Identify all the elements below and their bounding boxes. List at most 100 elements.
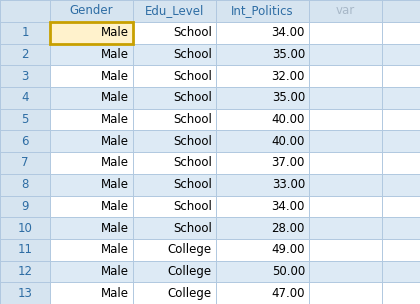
Bar [382, 130, 420, 152]
Bar [133, 130, 216, 152]
Bar [382, 152, 420, 174]
Bar [133, 44, 216, 65]
Bar [309, 195, 382, 217]
Text: 3: 3 [21, 70, 29, 83]
Text: College: College [168, 287, 212, 300]
Text: School: School [173, 26, 212, 39]
Bar [0, 44, 50, 65]
Bar [0, 239, 50, 261]
Bar [0, 261, 50, 282]
Bar [216, 22, 309, 44]
Bar [133, 65, 216, 87]
Bar [133, 239, 216, 261]
Text: 34.00: 34.00 [272, 200, 305, 213]
Bar [50, 22, 133, 44]
Bar [309, 217, 382, 239]
Bar [0, 87, 50, 109]
Bar [133, 0, 216, 22]
Text: Male: Male [101, 26, 129, 39]
Text: 40.00: 40.00 [272, 113, 305, 126]
Bar [133, 152, 216, 174]
Text: School: School [173, 178, 212, 191]
Bar [309, 44, 382, 65]
Text: 47.00: 47.00 [271, 287, 305, 300]
Bar [382, 44, 420, 65]
Bar [133, 22, 216, 44]
Bar [309, 152, 382, 174]
Bar [50, 109, 133, 130]
Bar [0, 174, 50, 195]
Bar [133, 87, 216, 109]
Text: Male: Male [101, 113, 129, 126]
Bar [50, 87, 133, 109]
Bar [382, 239, 420, 261]
Bar [309, 130, 382, 152]
Text: Male: Male [101, 135, 129, 148]
Bar [50, 282, 133, 304]
Bar [309, 22, 382, 44]
Bar [50, 195, 133, 217]
Bar [50, 0, 133, 22]
Text: Male: Male [101, 265, 129, 278]
Text: 4: 4 [21, 92, 29, 104]
Text: 1: 1 [21, 26, 29, 39]
Bar [133, 261, 216, 282]
Bar [309, 261, 382, 282]
Bar [216, 239, 309, 261]
Text: 34.00: 34.00 [272, 26, 305, 39]
Bar [216, 195, 309, 217]
Text: 8: 8 [21, 178, 29, 191]
Text: Male: Male [101, 48, 129, 61]
Bar [382, 87, 420, 109]
Bar [216, 217, 309, 239]
Text: var: var [336, 5, 355, 18]
Text: 33.00: 33.00 [272, 178, 305, 191]
Bar [50, 152, 133, 174]
Bar [309, 0, 382, 22]
Bar [50, 261, 133, 282]
Text: Int_Politics: Int_Politics [231, 5, 294, 18]
Bar [50, 22, 133, 44]
Text: Edu_Level: Edu_Level [145, 5, 204, 18]
Bar [382, 0, 420, 22]
Text: Gender: Gender [70, 5, 113, 18]
Text: Male: Male [101, 222, 129, 235]
Text: 13: 13 [18, 287, 32, 300]
Bar [0, 130, 50, 152]
Bar [309, 282, 382, 304]
Bar [50, 65, 133, 87]
Bar [216, 152, 309, 174]
Text: School: School [173, 70, 212, 83]
Text: 35.00: 35.00 [272, 92, 305, 104]
Text: Male: Male [101, 92, 129, 104]
Text: 10: 10 [18, 222, 32, 235]
Text: School: School [173, 222, 212, 235]
Text: 37.00: 37.00 [272, 157, 305, 170]
Text: Male: Male [101, 157, 129, 170]
Bar [382, 217, 420, 239]
Bar [216, 261, 309, 282]
Text: College: College [168, 265, 212, 278]
Bar [0, 195, 50, 217]
Bar [0, 22, 50, 44]
Bar [50, 174, 133, 195]
Text: School: School [173, 135, 212, 148]
Text: Male: Male [101, 287, 129, 300]
Text: 12: 12 [18, 265, 32, 278]
Bar [309, 65, 382, 87]
Text: School: School [173, 157, 212, 170]
Text: College: College [168, 243, 212, 256]
Bar [309, 109, 382, 130]
Text: 11: 11 [18, 243, 32, 256]
Text: School: School [173, 48, 212, 61]
Bar [216, 130, 309, 152]
Bar [133, 282, 216, 304]
Bar [0, 65, 50, 87]
Text: School: School [173, 92, 212, 104]
Bar [216, 0, 309, 22]
Bar [382, 174, 420, 195]
Text: 28.00: 28.00 [272, 222, 305, 235]
Bar [309, 174, 382, 195]
Text: 35.00: 35.00 [272, 48, 305, 61]
Bar [133, 109, 216, 130]
